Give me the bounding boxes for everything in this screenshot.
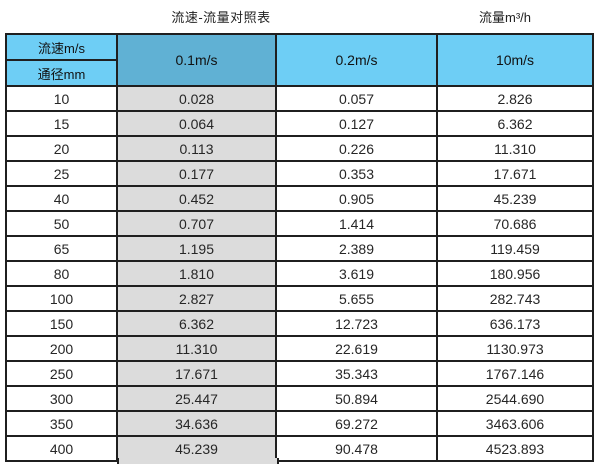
header-row-top: 流速m/s 0.1m/s 0.2m/s 10m/s [5,33,594,87]
table-body: 10 0.028 0.057 2.826 15 0.064 0.127 6.362 20 0.11… [5,85,594,462]
value-cell-0-2ms: 50.894 [275,385,438,412]
header-diameter-label: 通径mm [5,59,118,87]
table-row: 25 0.177 0.353 17.671 [5,160,594,187]
value-cell-10ms: 1130.973 [436,335,594,362]
diameter-cell: 150 [5,310,118,337]
table-row: 200 11.310 22.619 1130.973 [5,335,594,362]
diameter-cell: 65 [5,235,118,262]
table-row: 150 6.362 12.723 636.173 [5,310,594,337]
value-cell-0-1ms: 17.671 [116,360,277,387]
value-cell-10ms: 11.310 [436,135,594,162]
diameter-cell: 50 [5,210,118,237]
table-row: 80 1.810 3.619 180.956 [5,260,594,287]
value-cell-10ms: 1767.146 [436,360,594,387]
table-row: 10 0.028 0.057 2.826 [5,85,594,112]
header-velocity-label: 流速m/s [5,33,118,61]
diameter-cell: 40 [5,185,118,212]
value-cell-0-1ms: 34.636 [116,410,277,437]
table-row: 20 0.113 0.226 11.310 [5,135,594,162]
value-cell-0-2ms: 0.127 [275,110,438,137]
diameter-cell: 10 [5,85,118,112]
value-cell-0-1ms: 25.447 [116,385,277,412]
value-cell-10ms: 17.671 [436,160,594,187]
value-cell-10ms: 282.743 [436,285,594,312]
value-cell-10ms: 119.459 [436,235,594,262]
value-cell-0-2ms: 0.353 [275,160,438,187]
value-cell-10ms: 2544.690 [436,385,594,412]
table-row: 100 2.827 5.655 282.743 [5,285,594,312]
diameter-cell: 15 [5,110,118,137]
value-cell-0-1ms: 0.177 [116,160,277,187]
value-cell-10ms: 45.239 [436,185,594,212]
value-cell-0-2ms: 5.655 [275,285,438,312]
value-cell-0-2ms: 3.619 [275,260,438,287]
diameter-cell: 25 [5,160,118,187]
header-column-0-1ms: 0.1m/s [116,33,277,87]
table-row: 250 17.671 35.343 1767.146 [5,360,594,387]
table-row: 300 25.447 50.894 2544.690 [5,385,594,412]
value-cell-10ms: 2.826 [436,85,594,112]
diameter-cell: 200 [5,335,118,362]
header-row-bottom: 通径mm [5,59,593,87]
diameter-cell: 250 [5,360,118,387]
flow-rate-table: 流速m/s 0.1m/s 0.2m/s 10m/s 通径mm 10 0.028 0.… [5,33,594,462]
diameter-cell: 400 [5,435,118,462]
value-cell-0-1ms: 1.195 [116,235,277,262]
value-cell-0-2ms: 2.389 [275,235,438,262]
table-row: 350 34.636 69.272 3463.606 [5,410,594,437]
value-cell-0-1ms: 1.810 [116,260,277,287]
page-title: 流速-流量对照表 [171,10,271,25]
value-cell-0-1ms: 0.452 [116,185,277,212]
header-column-0-2ms: 0.2m/s [275,33,438,87]
value-cell-0-2ms: 22.619 [275,335,438,362]
value-cell-0-1ms: 0.113 [116,135,277,162]
value-cell-0-2ms: 12.723 [275,310,438,337]
value-cell-10ms: 4523.893 [436,435,594,462]
diameter-cell: 350 [5,410,118,437]
value-cell-10ms: 70.686 [436,210,594,237]
value-cell-0-1ms: 11.310 [116,335,277,362]
table-row: 40 0.452 0.905 45.239 [5,185,594,212]
header-column-10ms: 10m/s [436,33,594,87]
diameter-cell: 20 [5,135,118,162]
value-cell-10ms: 3463.606 [436,410,594,437]
highlight-column-overhang [117,458,279,464]
value-cell-0-2ms: 1.414 [275,210,438,237]
value-cell-0-1ms: 2.827 [116,285,277,312]
title-band: 流速-流量对照表 流量m³/h [0,0,600,32]
value-cell-0-1ms: 0.028 [116,85,277,112]
value-cell-0-2ms: 90.478 [275,435,438,462]
table-row: 50 0.707 1.414 70.686 [5,210,594,237]
value-cell-0-2ms: 0.057 [275,85,438,112]
value-cell-0-2ms: 35.343 [275,360,438,387]
unit-label: 流量m³/h [478,10,531,25]
value-cell-10ms: 6.362 [436,110,594,137]
value-cell-0-2ms: 0.226 [275,135,438,162]
value-cell-0-1ms: 0.064 [116,110,277,137]
diameter-cell: 300 [5,385,118,412]
table-row: 65 1.195 2.389 119.459 [5,235,594,262]
table-header: 流速m/s 0.1m/s 0.2m/s 10m/s 通径mm [5,33,594,87]
table-row: 15 0.064 0.127 6.362 [5,110,594,137]
diameter-cell: 80 [5,260,118,287]
table-row: 400 45.239 90.478 4523.893 [5,435,594,462]
value-cell-0-1ms: 6.362 [116,310,277,337]
value-cell-10ms: 180.956 [436,260,594,287]
value-cell-10ms: 636.173 [436,310,594,337]
value-cell-0-1ms: 0.707 [116,210,277,237]
value-cell-0-2ms: 0.905 [275,185,438,212]
value-cell-0-2ms: 69.272 [275,410,438,437]
diameter-cell: 100 [5,285,118,312]
